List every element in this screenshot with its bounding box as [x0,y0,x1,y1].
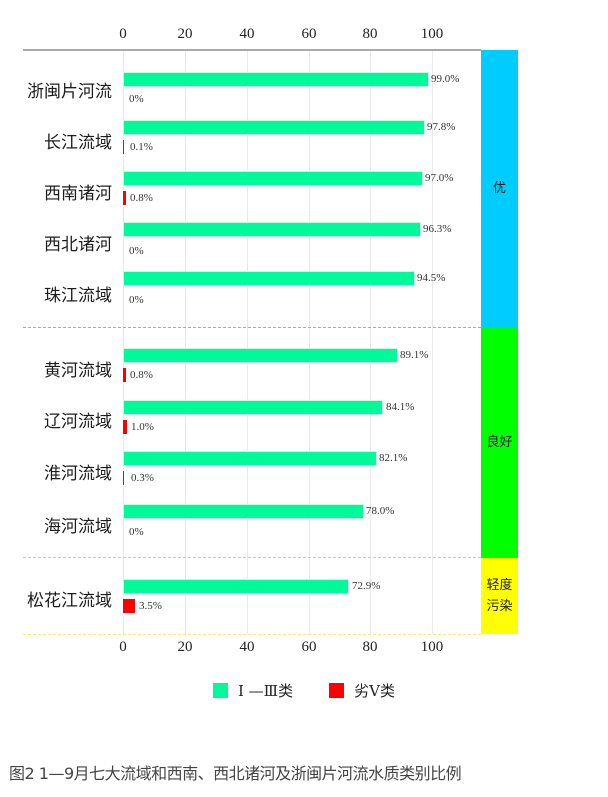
separator-bottom [23,634,481,635]
bar-class-1-3 [123,451,377,466]
value-label-worse-v: 1.0% [131,421,154,433]
top-tick-100: 100 [420,26,444,42]
band-good-label: 良好 [486,435,513,450]
band-light-pollution: 轻度 污染 [481,558,518,634]
value-label-worse-v: 0% [129,526,144,538]
bar-worse-v [123,599,135,613]
value-label-class-1-3: 99.0% [431,73,460,85]
bottom-tick-60: 60 [301,639,317,655]
top-tick-20: 20 [177,26,193,42]
value-label-class-1-3: 78.0% [366,505,395,517]
row-label: 浙闽片河流 [27,82,112,102]
bar-class-1-3 [123,400,383,415]
row-label: 辽河流域 [44,412,112,432]
value-label-class-1-3: 94.5% [417,272,446,284]
bar-class-1-3 [123,222,421,237]
bottom-tick-100: 100 [420,639,444,655]
row-label: 淮河流域 [44,464,112,484]
row-label: 西南诸河 [44,184,112,204]
legend-item-worse-v: 劣Ⅴ类 [329,680,395,701]
band-excellent-label: 优 [492,181,506,196]
value-label-worse-v: 0% [129,294,144,306]
gridline [185,50,186,634]
top-tick-80: 80 [362,26,378,42]
bar-class-1-3 [123,271,415,286]
bar-class-1-3 [123,504,364,519]
value-label-class-1-3: 96.3% [423,223,452,235]
value-label-class-1-3: 97.0% [425,172,454,184]
value-label-worse-v: 0.8% [130,192,153,204]
bottom-tick-0: 0 [119,639,127,655]
separator-excellent-good [23,327,481,328]
value-label-class-1-3: 72.9% [352,580,381,592]
value-label-worse-v: 0.1% [130,141,153,153]
value-label-class-1-3: 97.8% [427,121,456,133]
bar-class-1-3 [123,171,423,186]
value-label-class-1-3: 82.1% [379,452,408,464]
bar-worse-v [123,368,126,382]
bar-class-1-3 [123,579,349,594]
legend-swatch-green [212,683,228,698]
value-label-worse-v: 0% [129,93,144,105]
value-label-class-1-3: 84.1% [386,401,415,413]
row-label: 长江流域 [44,133,112,153]
row-label: 黄河流域 [44,361,112,381]
legend-swatch-red [329,683,345,698]
bar-worse-v [123,140,124,154]
bottom-tick-80: 80 [362,639,378,655]
value-label-class-1-3: 89.1% [400,349,429,361]
bar-class-1-3 [123,72,429,87]
band-light-label-2: 污染 [486,599,513,614]
value-label-worse-v: 0.8% [130,369,153,381]
row-label: 西北诸河 [44,235,112,255]
separator-good-light [23,557,481,558]
row-label: 海河流域 [44,517,112,537]
value-label-worse-v: 0.3% [131,472,154,484]
band-excellent: 优 [481,50,518,327]
bar-worse-v [123,420,127,434]
gridline [370,50,371,634]
row-label: 珠江流域 [44,286,112,306]
legend-item-class-1-3: Ⅰ —Ⅲ类 [212,680,294,701]
gridline [123,50,124,634]
gridline [309,50,310,634]
bottom-tick-40: 40 [239,639,255,655]
top-tick-60: 60 [301,26,317,42]
value-label-worse-v: 3.5% [139,600,162,612]
bar-class-1-3 [123,120,425,135]
top-tick-0: 0 [119,26,127,42]
band-good: 良好 [481,327,518,558]
gridline [247,50,248,634]
band-light-label-1: 轻度 [486,578,513,593]
figure-caption: 图2 1—9月七大流域和西南、西北诸河及浙闽片河流水质类别比例 [9,764,462,783]
top-axis-line [23,49,481,51]
legend-label-class-1-3: Ⅰ —Ⅲ类 [237,682,294,700]
bottom-tick-20: 20 [177,639,193,655]
row-label: 松花江流域 [27,591,112,611]
legend-label-worse-v: 劣Ⅴ类 [354,682,395,700]
legend: Ⅰ —Ⅲ类 劣Ⅴ类 [0,680,608,701]
gridline [432,50,433,634]
bar-class-1-3 [123,348,398,363]
value-label-worse-v: 0% [129,245,144,257]
bar-worse-v [123,471,124,485]
bar-worse-v [123,191,126,205]
top-tick-40: 40 [239,26,255,42]
